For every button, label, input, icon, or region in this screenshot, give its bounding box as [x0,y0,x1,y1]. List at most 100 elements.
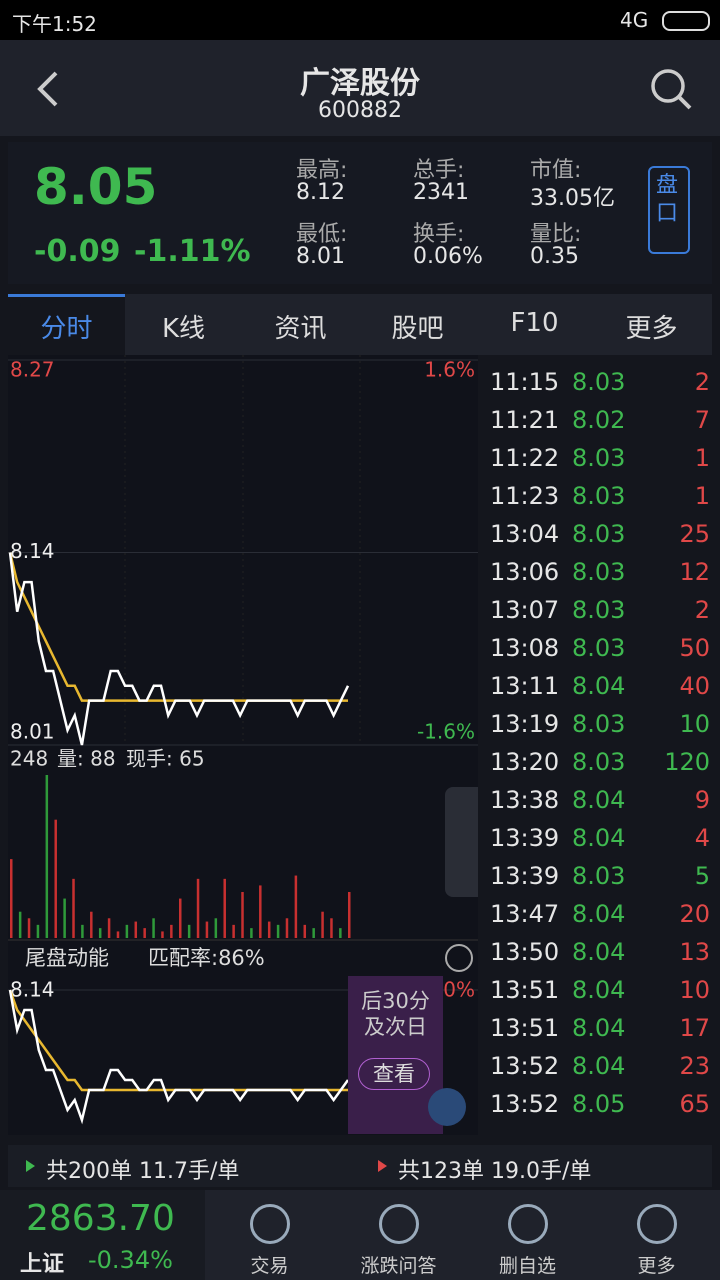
trade-price: 8.04 [572,1014,626,1042]
volume-bar [339,928,342,938]
trade-price: 8.03 [572,520,626,548]
header [0,40,720,136]
y-tick-label: 8.14 [10,978,55,1002]
volume-bar [90,911,93,938]
trade-time: 13:52 [490,1052,560,1080]
field-value: 33.05亿 [530,186,615,211]
volume-bar [232,924,235,938]
trade-volume: 65 [679,1090,710,1118]
trade-time: 13:39 [490,862,560,890]
nav-icon[interactable] [379,1204,419,1244]
trade-price: 8.03 [572,482,626,510]
trade-volume: 1 [694,482,710,510]
volume-bar [223,878,226,938]
trade-price: 8.05 [572,1090,626,1118]
trade-volume: 4 [694,824,710,852]
tab-active [8,294,125,355]
trade-price: 8.04 [572,976,626,1004]
price-line [8,989,350,1125]
volume-bar [348,891,351,938]
trade-price: 8.04 [572,938,626,966]
expand-icon[interactable] [428,1088,466,1126]
field-label: 市值: [530,158,582,183]
nav-item[interactable]: 更多 [637,1255,676,1277]
trade-volume: 12 [679,558,710,586]
volume-bar [187,924,191,938]
y2-tick-label: -1.6% [417,720,475,744]
price-line [8,552,350,746]
trade-time: 13:20 [490,748,560,776]
trade-price: 8.04 [572,900,626,928]
tab[interactable]: K线 [161,314,206,344]
trade-time: 11:15 [490,368,560,396]
field-value: 0.06% [413,244,483,269]
nav-icon[interactable] [250,1204,290,1244]
field-value: 2341 [413,180,469,205]
trade-volume: 5 [694,862,710,890]
y-tick-label: 8.01 [10,720,55,744]
status-time: 下午1:52 [12,12,97,36]
change: -0.09 [34,234,121,269]
status-bar [0,0,720,40]
stock-code: 600882 [318,98,402,123]
tab[interactable]: 资讯 [274,314,327,344]
change-pct: -1.11% [134,234,251,269]
volume-bar [205,921,209,938]
trade-volume: 7 [694,406,710,434]
nav-icon[interactable] [508,1204,548,1244]
tail-overlay-text: 后30分 及次日 [361,989,430,1039]
trade-time: 13:04 [490,520,560,548]
volume-bar [312,928,315,938]
tab[interactable]: 分时 [40,314,93,344]
nav-item[interactable]: 删自选 [498,1255,556,1277]
trade-volume: 2 [694,596,710,624]
volume-bar [285,918,289,938]
trade-time: 13:19 [490,710,560,738]
trade-price: 8.04 [572,786,626,814]
trade-time: 13:11 [490,672,560,700]
trade-price: 8.02 [572,406,626,434]
trade-volume: 17 [679,1014,710,1042]
nav-icon[interactable] [637,1204,677,1244]
tab[interactable]: 更多 [625,314,678,344]
sell-orders: 共123单 19.0手/单 [398,1159,592,1184]
index-name: 上证 [20,1252,65,1277]
trade-volume: 13 [679,938,710,966]
field-value: 8.12 [296,180,345,205]
volume-bar [72,878,75,938]
trade-time: 13:51 [490,976,560,1004]
volume-bar [36,924,40,938]
trade-volume: 2 [694,368,710,396]
trade-volume: 120 [664,748,710,776]
quote-panel [8,142,712,284]
back-button[interactable] [30,65,70,115]
trade-volume: 10 [679,976,710,1004]
nav-item[interactable]: 涨跌问答 [360,1255,437,1277]
view-button[interactable]: 查看 [358,1058,430,1090]
trade-time: 13:52 [490,1090,560,1118]
tab[interactable]: F10 [510,308,559,338]
tab-bar [8,294,712,355]
expand-arrow[interactable] [445,787,478,897]
trade-time: 13:06 [490,558,560,586]
trade-time: 13:38 [490,786,560,814]
nav-item[interactable]: 交易 [250,1255,289,1277]
tab[interactable]: 股吧 [391,314,444,344]
volume-bar [161,931,164,938]
field-value: 8.01 [296,244,345,269]
y2-tick-label: 1.6% [424,358,475,382]
field-label: 最低: [296,222,348,247]
trade-volume: 9 [694,786,710,814]
trade-volume: 50 [679,634,710,662]
volume-bar [259,885,262,938]
status-network: 4G [620,8,649,32]
trade-volume: 40 [679,672,710,700]
volume-bar [321,911,324,938]
volume-tick-label: 248 [10,747,48,771]
trade-time: 13:07 [490,596,560,624]
nav-index[interactable] [0,1190,205,1280]
stock-name: 广泽股份 [300,66,420,101]
pankou-button[interactable] [648,166,690,254]
search-button[interactable] [648,66,698,116]
